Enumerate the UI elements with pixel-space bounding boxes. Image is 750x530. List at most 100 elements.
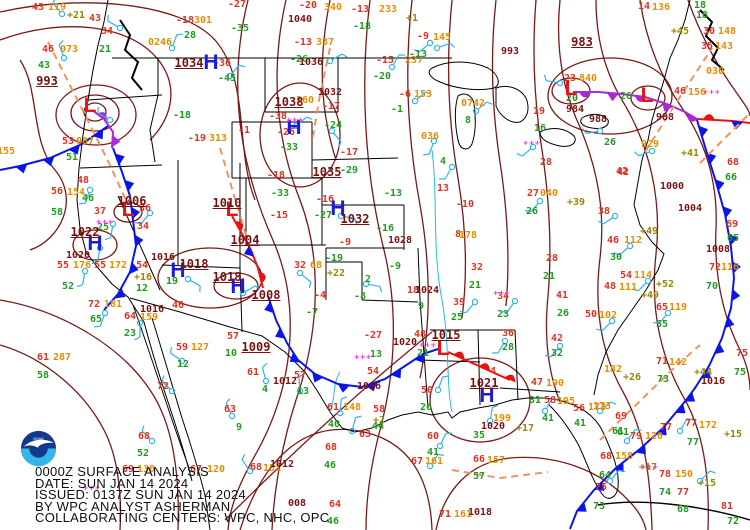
station-value: -27 bbox=[313, 210, 333, 221]
low-center-symbol: L bbox=[225, 197, 239, 221]
wind-barb-tick bbox=[423, 153, 430, 156]
wind-barb bbox=[99, 315, 105, 327]
station-value: 48 bbox=[76, 175, 90, 186]
station-value: 63 bbox=[223, 404, 237, 415]
station-value: +15 bbox=[697, 478, 717, 489]
wind-barb-tick bbox=[134, 336, 141, 341]
station-value: 61 bbox=[616, 427, 630, 438]
station-value: 12 bbox=[176, 359, 190, 370]
station-value: 38 bbox=[597, 206, 611, 217]
wind-barb bbox=[601, 401, 612, 410]
isobar-label: 1016 bbox=[150, 252, 176, 263]
wind-barb-tick bbox=[261, 363, 268, 368]
station-value: 18 bbox=[406, 285, 420, 296]
analysis-author: BY WPC ANALYST ASHERMAN bbox=[35, 498, 231, 514]
station-value: -35 bbox=[230, 23, 250, 34]
station-value: 72 bbox=[726, 516, 740, 527]
wind-barb-tick bbox=[94, 325, 101, 328]
station-value: 148 bbox=[342, 402, 362, 413]
front-triangle bbox=[264, 301, 274, 314]
station-value: 145 bbox=[432, 32, 452, 43]
station-value: 60 bbox=[426, 431, 440, 442]
high-center-symbol: H bbox=[479, 383, 495, 407]
station-circle bbox=[436, 442, 444, 450]
front-triangle bbox=[15, 164, 28, 174]
station-value: 182 bbox=[603, 364, 623, 375]
trough-front-line bbox=[311, 47, 331, 143]
station-value: -7 bbox=[305, 307, 319, 318]
station-circle bbox=[109, 220, 117, 228]
station-circle bbox=[664, 309, 672, 317]
high-center-symbol: H bbox=[230, 274, 246, 298]
station-value: 178 bbox=[458, 230, 478, 241]
wind-barb bbox=[141, 430, 151, 440]
station-value: 237 bbox=[404, 55, 424, 66]
station-value: -9 bbox=[388, 261, 402, 272]
station-value: 61 bbox=[36, 352, 50, 363]
station-value: 72 bbox=[708, 262, 722, 273]
front-triangle bbox=[698, 125, 709, 138]
magenta-mark: +++ bbox=[96, 217, 114, 227]
wind-barb-tick bbox=[52, 0, 56, 4]
center-pressure-label: 1010 bbox=[212, 196, 242, 210]
wind-barb-tick bbox=[516, 153, 523, 157]
station-value: 58 bbox=[50, 207, 64, 218]
station-value: -24 bbox=[323, 120, 343, 131]
station-circle bbox=[86, 186, 94, 194]
front-triangle bbox=[715, 179, 725, 191]
station-value: 9 bbox=[417, 301, 425, 312]
low-center-symbol: L bbox=[83, 93, 97, 117]
station-value: 087 bbox=[75, 136, 95, 147]
station-value: 68 bbox=[599, 451, 613, 462]
station-value: 154 bbox=[66, 187, 86, 198]
station-value: 116 bbox=[720, 262, 740, 273]
station-value: 301 bbox=[193, 15, 213, 26]
wind-barb bbox=[428, 143, 434, 155]
station-value: 77 bbox=[686, 437, 700, 448]
wind-barb bbox=[546, 79, 558, 84]
trough-front-line bbox=[699, 114, 749, 164]
station-value: 75 bbox=[733, 367, 747, 378]
station-value: -27 bbox=[227, 0, 247, 10]
station-circle bbox=[337, 212, 345, 220]
station-value: 18 bbox=[695, 10, 709, 21]
station-value: 68 bbox=[137, 431, 151, 442]
wind-barb-tick bbox=[634, 428, 642, 431]
station-value: 54 bbox=[135, 260, 149, 271]
noaa-logo: NOAA bbox=[20, 430, 57, 467]
station-value: 68 bbox=[726, 157, 740, 168]
wind-barb bbox=[680, 418, 688, 430]
wind-barb bbox=[297, 116, 308, 125]
station-value: 64 bbox=[123, 311, 137, 322]
trough-front-line bbox=[451, 469, 549, 480]
station-circle bbox=[116, 24, 124, 32]
isobar-label: 1036 bbox=[298, 57, 324, 68]
trough-front-line bbox=[644, 47, 713, 153]
station-value: 35 bbox=[700, 41, 714, 52]
station-value: +2 bbox=[372, 415, 386, 426]
magenta-mark: +++ bbox=[703, 87, 721, 97]
wind-barb-tick bbox=[58, 40, 64, 46]
station-circle bbox=[676, 427, 684, 435]
station-circle bbox=[611, 212, 619, 220]
station-circle bbox=[246, 467, 254, 475]
wind-barb-tick bbox=[437, 453, 445, 456]
wind-barb bbox=[331, 53, 343, 61]
wind-barb bbox=[231, 64, 240, 75]
wind-barb bbox=[241, 459, 250, 470]
station-value: -9 bbox=[338, 237, 352, 248]
station-circle bbox=[426, 462, 434, 470]
wind-barb bbox=[603, 216, 614, 225]
station-circle bbox=[511, 297, 519, 305]
station-value: 55 bbox=[93, 260, 107, 271]
station-value: 21 bbox=[98, 44, 112, 55]
station-value: +16 bbox=[133, 272, 153, 283]
station-value: 46 bbox=[41, 44, 55, 55]
trough-front-line bbox=[599, 344, 701, 441]
station-value: 34 bbox=[136, 221, 150, 232]
station-value: -29 bbox=[339, 165, 359, 176]
wind-barb bbox=[530, 202, 539, 213]
station-value: 18 bbox=[693, 0, 707, 11]
isobar-label: 984 bbox=[565, 104, 585, 115]
